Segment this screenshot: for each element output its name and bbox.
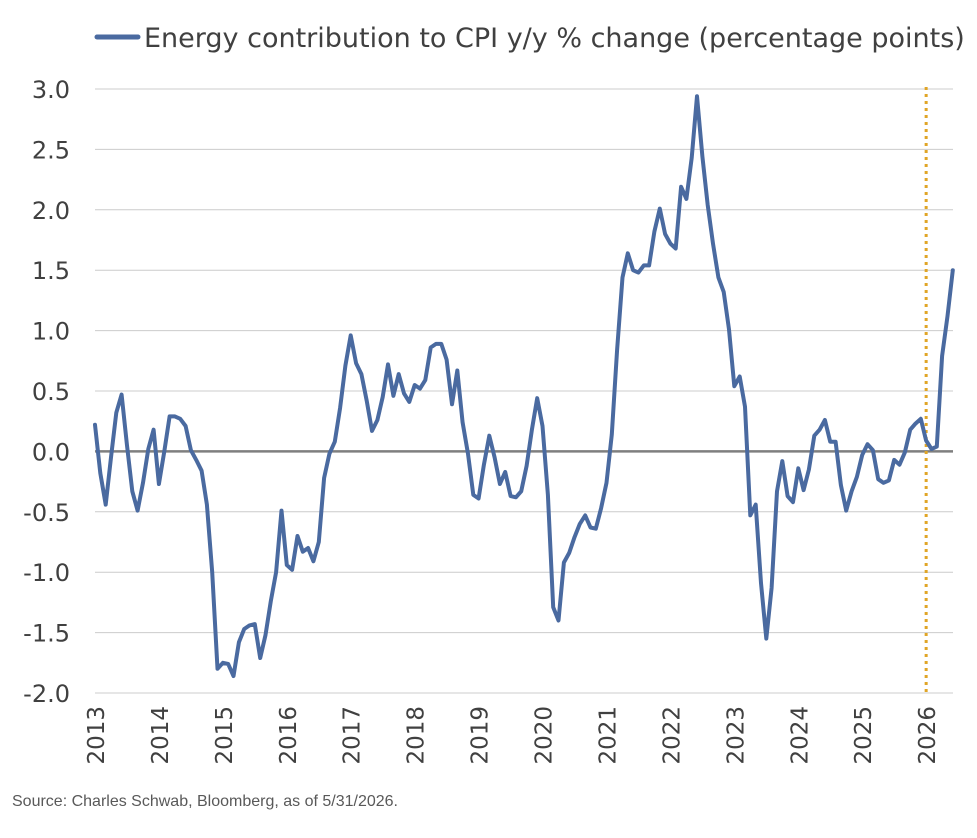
x-tick-label: 2022 (659, 706, 685, 765)
y-tick-label: -2.0 (23, 680, 70, 708)
x-tick-label: 2024 (787, 706, 813, 765)
x-tick-label: 2026 (915, 706, 941, 765)
x-tick-label: 2016 (276, 706, 302, 765)
y-tick-label: 2.5 (32, 136, 70, 164)
y-tick-label: 2.0 (32, 197, 70, 225)
gridlines (95, 88, 953, 694)
legend-label: Energy contribution to CPI y/y % change … (144, 23, 965, 54)
y-axis-tick-labels: -2.0 -1.5 -1.0 -0.5 0.0 0.5 1.0 1.5 2.0 2.5 3.0 (23, 76, 70, 708)
series-line (93, 94, 955, 679)
x-tick-label: 2021 (595, 706, 621, 765)
y-tick-label: 1.0 (32, 318, 70, 346)
source-note: Source: Charles Schwab, Bloomberg, as of… (12, 793, 398, 810)
y-tick-label: 1.5 (32, 257, 70, 285)
x-axis-tick-labels: 2013 2014 2015 2016 2017 2018 2019 2020 2021 2022… (84, 706, 941, 765)
y-tick-label: 3.0 (32, 76, 70, 104)
y-tick-label: -1.0 (23, 559, 70, 587)
x-tick-label: 2015 (212, 706, 238, 765)
y-tick-label: -1.5 (23, 620, 70, 648)
y-tick-label: -0.5 (23, 499, 70, 527)
x-tick-label: 2020 (532, 706, 558, 765)
legend: Energy contribution to CPI y/y % change … (94, 23, 965, 54)
x-tick-label: 2014 (148, 706, 174, 765)
x-tick-label: 2018 (404, 706, 430, 765)
y-tick-label: 0.5 (32, 378, 70, 406)
x-tick-label: 2013 (84, 706, 110, 765)
x-tick-label: 2019 (468, 706, 494, 765)
series-layer (93, 94, 955, 679)
x-tick-label: 2017 (340, 706, 366, 765)
x-tick-label: 2023 (723, 706, 749, 765)
x-tick-label: 2025 (851, 706, 877, 765)
y-tick-label: 0.0 (32, 438, 70, 466)
